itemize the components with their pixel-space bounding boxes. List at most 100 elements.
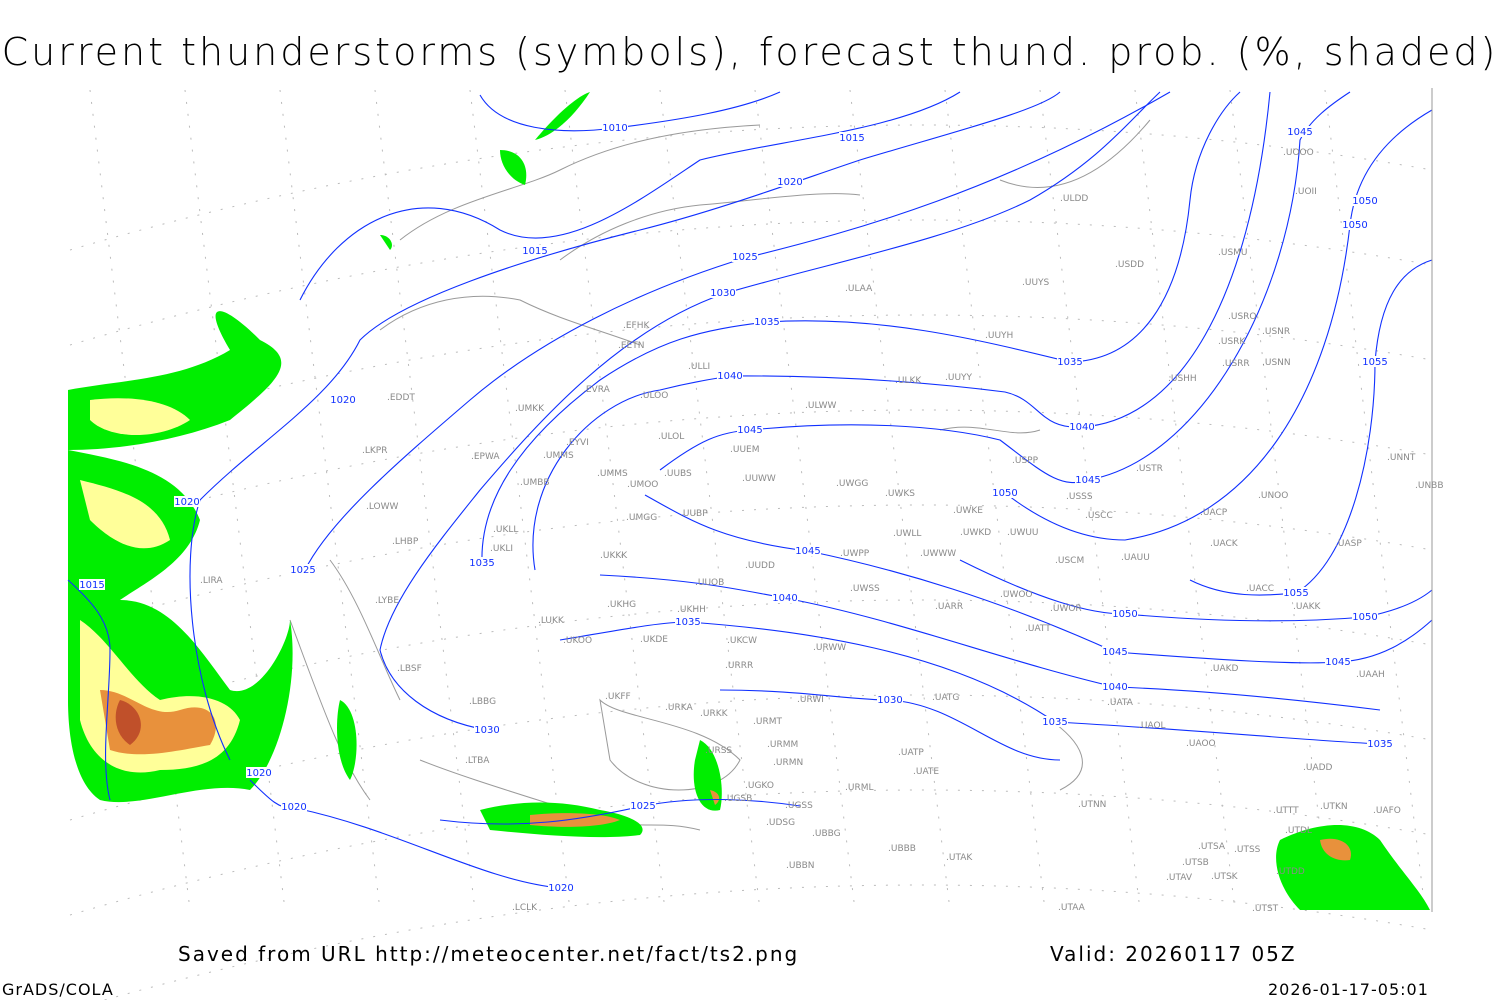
station-label: .UMMS (543, 451, 574, 461)
isobar-1045 (659, 91, 1351, 484)
isobars: 1010 1015 1015 1015 1020 1020 1020 1020 1020 1020… (67, 91, 1433, 894)
station-label: .UATA (1107, 698, 1134, 708)
isobar-label-bg (772, 592, 798, 603)
station-label: .UMMS (597, 469, 628, 479)
station-label: .UTAA (1058, 903, 1086, 913)
station-label: .UKKK (600, 551, 628, 561)
station-label: .UTAV (1166, 873, 1193, 883)
station-label: .URMN (773, 758, 803, 768)
meridian-line (374, 89, 476, 911)
isobar-1050 (959, 559, 1433, 622)
station-label: .UTTT (1273, 806, 1299, 816)
isobar-label: 1020 (281, 802, 306, 813)
station-label: .UAKD (1210, 664, 1239, 674)
station-label: .URML (845, 783, 873, 793)
meridian-line (279, 89, 381, 911)
isobar-label: 1035 (1367, 739, 1392, 750)
thunderstorm-probability-area (337, 700, 357, 780)
station-label: .USTR (1136, 464, 1163, 474)
station-labels: .ULDD .USDD .USMU .UUYS .ULAA .UOII .UOOO .USRO… (200, 148, 1444, 914)
station-label: .UWKS (885, 489, 915, 499)
station-label: .UKFF (605, 692, 631, 702)
station-label: .LBSF (397, 664, 422, 674)
station-label: .UGKO (745, 781, 774, 791)
station-label: .URRR (725, 661, 753, 671)
isobar-label: 1010 (602, 123, 627, 134)
thunderstorm-probability-area (710, 790, 720, 805)
station-label: .LHBP (392, 537, 419, 547)
isobar-label: 1040 (717, 371, 742, 382)
isobar-label: 1050 (1352, 196, 1377, 207)
thunderstorm-probability-area (115, 700, 141, 745)
station-label: .UWPP (840, 549, 870, 559)
meridian-line (564, 89, 666, 911)
station-label: .UATP (898, 748, 924, 758)
station-label: .UWKE (953, 506, 983, 516)
station-label: .UUOB (695, 578, 724, 588)
isobar-label-bg (174, 496, 200, 507)
station-label: .URWI (797, 695, 824, 705)
coastline (559, 193, 861, 261)
station-label: .UBBG (812, 829, 841, 839)
isobar-label-bg (630, 800, 656, 811)
isobar-label: 1050 (1352, 612, 1377, 623)
station-label: .UTST (1252, 904, 1279, 914)
station-label: .USCM (1055, 556, 1084, 566)
isobar-label-bg (1367, 738, 1393, 749)
station-label: .UTAK (946, 853, 973, 863)
thunderstorm-probability-area (90, 398, 190, 435)
station-label: .USRO (1228, 312, 1257, 322)
station-label: .UARR (935, 602, 963, 612)
software-label: GrADS/COLA (2, 980, 114, 999)
station-label: .EDDT (387, 393, 415, 403)
station-label: .UTSK (1211, 872, 1239, 882)
isobar-label-bg (1342, 219, 1368, 230)
meridian-line (944, 89, 1046, 911)
station-label: .UUEM (730, 445, 760, 455)
station-label: .UGSB (724, 794, 752, 804)
station-label: .UMOO (627, 480, 658, 490)
station-label: .URWW (813, 643, 846, 653)
isobar-label: 1040 (1102, 682, 1127, 693)
station-label: .UKLL (493, 525, 518, 535)
station-label: .UACK (1210, 539, 1239, 549)
isobar-label: 1040 (772, 593, 797, 604)
isobar-label-bg (522, 245, 548, 256)
coastline (289, 559, 401, 801)
isobar-label: 1020 (777, 177, 802, 188)
parallel-line (69, 219, 1433, 346)
station-label: .ULKK (895, 376, 922, 386)
station-label: .UTDD (1276, 867, 1305, 877)
station-label: .UASP (1335, 539, 1362, 549)
station-label: .USNN (1262, 358, 1291, 368)
station-label: .UAOO (1186, 739, 1216, 749)
isobar-1015 (67, 579, 111, 801)
station-label: .EYVI (566, 438, 589, 448)
isobar-label: 1050 (992, 488, 1017, 499)
map-title: Current thunderstorms (symbols), forecas… (1, 30, 1499, 74)
thunderstorm-probability-shading (68, 92, 1430, 910)
isobar-label-bg (717, 370, 743, 381)
isobar-label-bg (777, 176, 803, 187)
station-label: .UAFO (1373, 806, 1401, 816)
thunderstorm-probability-area (68, 311, 282, 450)
station-label: .UWKD (960, 528, 991, 538)
isobar-1015 (299, 91, 961, 301)
station-label: .UWOR (1050, 604, 1082, 614)
isobar-1050 (1004, 109, 1433, 541)
isobar-label: 1030 (474, 725, 499, 736)
station-label: .UWOO (1000, 590, 1033, 600)
isobar-label: 1045 (1102, 647, 1127, 658)
isobar-1055 (1189, 259, 1433, 596)
station-label: .UWSS (850, 584, 880, 594)
station-label: .LBBG (469, 697, 496, 707)
station-label: .UATT (1025, 624, 1051, 634)
isobar-label-bg (1057, 356, 1083, 367)
thunderstorm-probability-area (1276, 825, 1430, 910)
station-label: .EFHK (623, 321, 650, 331)
station-label: .UADD (1303, 763, 1333, 773)
station-label: .UUDD (745, 561, 775, 571)
station-label: .UATG (932, 693, 959, 703)
station-label: .UAUU (1121, 553, 1150, 563)
station-label: .USHH (1168, 374, 1197, 384)
